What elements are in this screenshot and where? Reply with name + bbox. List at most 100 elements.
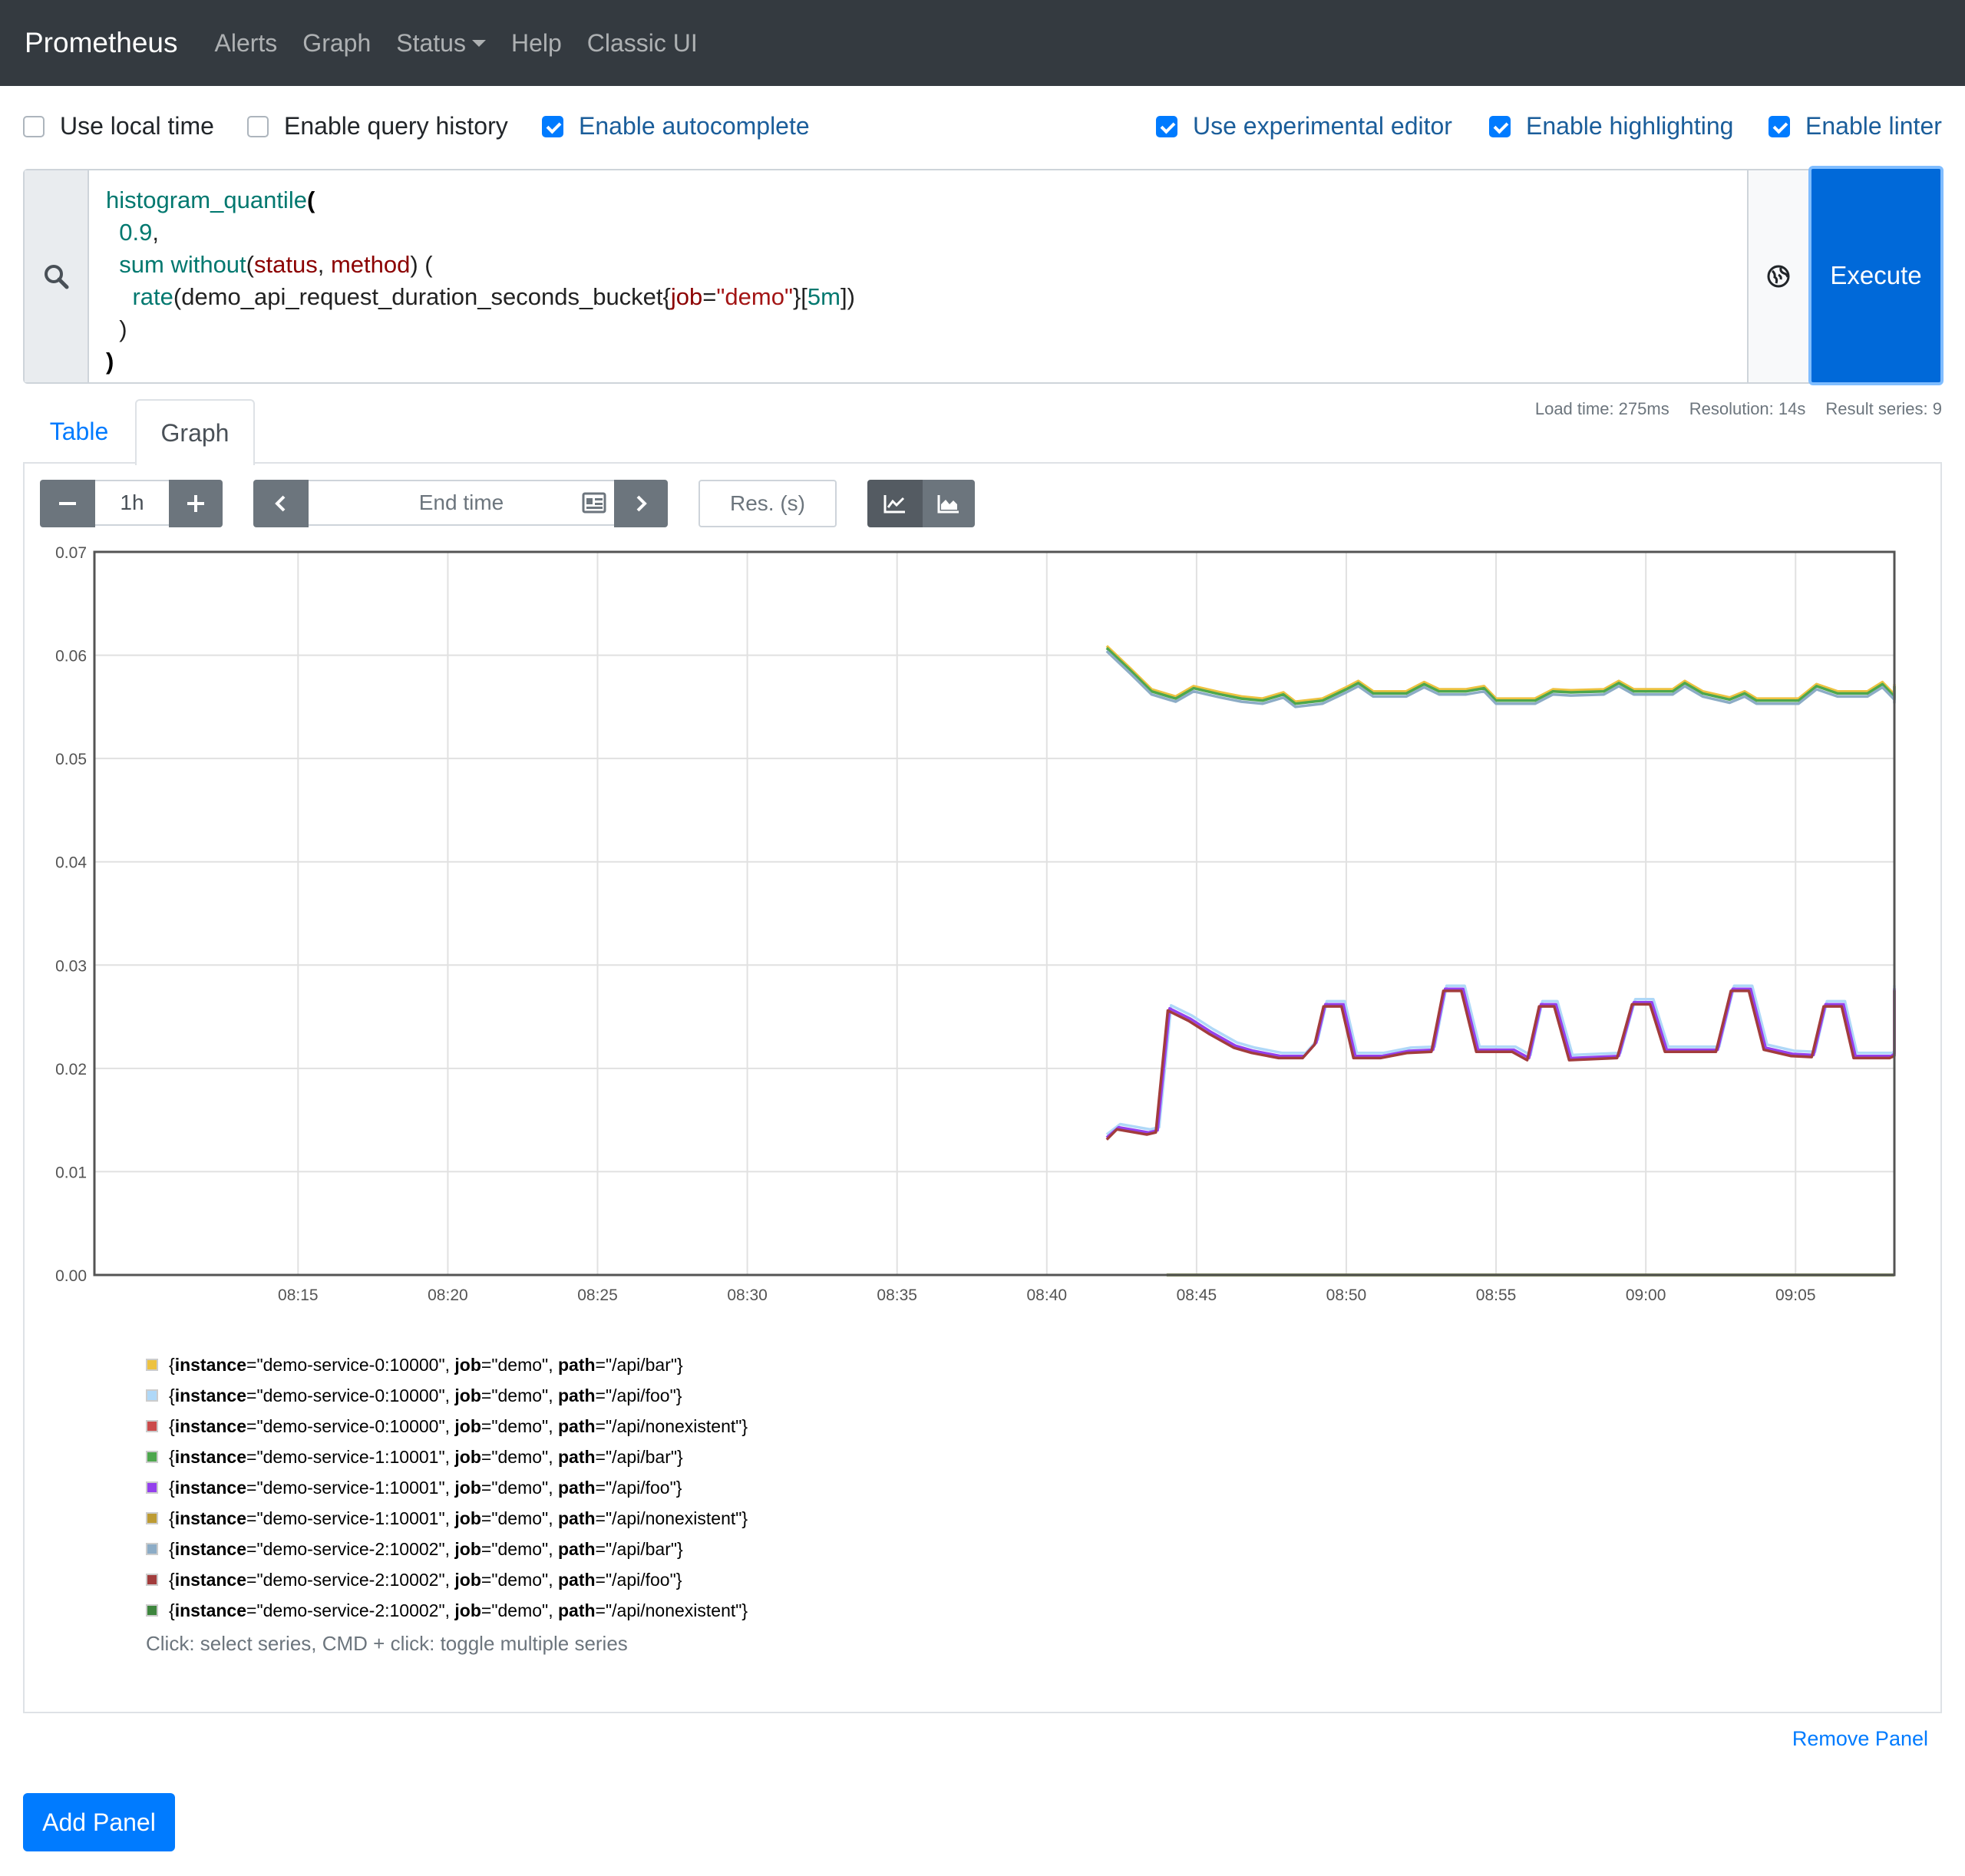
time-series-chart[interactable]: 0.00 0.01 0.02 0.03 0.04 0.05 0.06 0.07 08:15 08…: [0, 0, 1965, 1336]
x-tick-label: 08:45: [1177, 1286, 1217, 1304]
y-axis-ticks: 0.00 0.01 0.02 0.03 0.04 0.05 0.06 0.07: [55, 544, 87, 1285]
increase-range-button[interactable]: [169, 480, 223, 527]
legend-item[interactable]: {instance="demo-service-1:10001", job="d…: [146, 1442, 748, 1472]
option-enable-linter[interactable]: Enable linter: [1768, 112, 1942, 140]
remove-panel-link[interactable]: Remove Panel: [1792, 1727, 1928, 1750]
nav-classic-ui[interactable]: Classic UI: [586, 28, 698, 57]
legend-item[interactable]: {instance="demo-service-2:10002", job="d…: [146, 1564, 748, 1595]
calendar-icon[interactable]: [582, 492, 606, 514]
y-tick-label: 0.01: [55, 1164, 87, 1181]
checkbox-enable-autocomplete[interactable]: [542, 115, 563, 137]
legend-item[interactable]: {instance="demo-service-2:10002", job="d…: [146, 1534, 748, 1564]
option-enable-autocomplete[interactable]: Enable autocomplete: [542, 112, 810, 140]
y-tick-label: 0.04: [55, 854, 87, 872]
y-tick-label: 0.07: [55, 544, 87, 562]
legend-swatch: [146, 1451, 158, 1463]
chevron-down-icon: [471, 39, 486, 47]
y-tick-label: 0.05: [55, 751, 87, 768]
line-chart-icon: [883, 495, 905, 514]
minus-icon: [59, 502, 76, 505]
chevron-right-icon: [636, 495, 647, 512]
legend-item[interactable]: {instance="demo-service-2:10002", job="d…: [146, 1595, 748, 1626]
resolution-input[interactable]: Res. (s): [698, 480, 837, 527]
expression-input[interactable]: histogram_quantile( 0.9, sum without(sta…: [106, 187, 855, 375]
legend-label: {instance="demo-service-0:10000", job="d…: [169, 1354, 683, 1375]
query-stats: Load time: 275ms Resolution: 14s Result …: [1535, 399, 1942, 419]
end-time-input[interactable]: End time: [309, 480, 614, 526]
series-line: [1105, 984, 1896, 1136]
range-input[interactable]: 1h: [95, 480, 169, 526]
x-tick-label: 08:25: [577, 1286, 618, 1304]
graph-panel: [23, 462, 1942, 1713]
legend-swatch: [146, 1481, 158, 1494]
legend-label: {instance="demo-service-2:10002", job="d…: [169, 1600, 748, 1620]
legend-label: {instance="demo-service-0:10000", job="d…: [169, 1385, 682, 1405]
legend-swatch: [146, 1574, 158, 1586]
decrease-range-button[interactable]: [40, 480, 95, 527]
x-tick-label: 08:15: [278, 1286, 319, 1304]
brand-logo[interactable]: Prometheus: [25, 27, 178, 58]
stacked-graph-button[interactable]: [923, 480, 975, 527]
legend-hint: Click: select series, CMD + click: toggl…: [146, 1632, 628, 1655]
legend-swatch: [146, 1359, 158, 1371]
chart-series: [1105, 645, 1896, 1277]
chart-legend: {instance="demo-service-0:10000", job="d…: [146, 1349, 748, 1626]
x-tick-label: 08:35: [877, 1286, 917, 1304]
globe-icon: [1767, 265, 1790, 288]
label-enable-autocomplete: Enable autocomplete: [579, 112, 810, 140]
add-panel-button[interactable]: Add Panel: [23, 1793, 175, 1851]
legend-swatch: [146, 1512, 158, 1524]
nav-graph[interactable]: Graph: [302, 28, 372, 57]
y-tick-label: 0.06: [55, 648, 87, 666]
legend-label: {instance="demo-service-1:10001", job="d…: [169, 1477, 682, 1498]
load-time: Load time: 275ms: [1534, 399, 1669, 418]
tab-table[interactable]: Table: [49, 417, 109, 445]
checkbox-enable-linter[interactable]: [1768, 115, 1790, 137]
x-tick-label: 08:55: [1476, 1286, 1517, 1304]
checkbox-enable-highlighting[interactable]: [1489, 115, 1511, 137]
unstacked-graph-button[interactable]: [867, 480, 923, 527]
search-icon-area: [25, 170, 89, 382]
x-tick-label: 09:00: [1626, 1286, 1666, 1304]
option-enable-query-history[interactable]: Enable query history: [247, 112, 508, 140]
y-tick-label: 0.03: [55, 957, 87, 975]
legend-item[interactable]: {instance="demo-service-0:10000", job="d…: [146, 1411, 748, 1442]
legend-item[interactable]: {instance="demo-service-1:10001", job="d…: [146, 1503, 748, 1534]
metrics-explorer-button[interactable]: [1747, 170, 1808, 382]
plus-icon: [187, 495, 204, 512]
legend-item[interactable]: {instance="demo-service-0:10000", job="d…: [146, 1380, 748, 1411]
option-use-local-time[interactable]: Use local time: [23, 112, 214, 140]
end-time-placeholder: End time: [418, 490, 504, 514]
x-axis-ticks: 08:15 08:20 08:25 08:30 08:35 08:40 08:45 08:50…: [278, 1286, 1815, 1304]
legend-label: {instance="demo-service-2:10002", job="d…: [169, 1538, 683, 1559]
chevron-left-icon: [275, 495, 286, 512]
legend-label: {instance="demo-service-1:10001", job="d…: [169, 1446, 683, 1467]
option-use-experimental-editor[interactable]: Use experimental editor: [1156, 112, 1452, 140]
label-use-experimental-editor: Use experimental editor: [1193, 112, 1452, 140]
next-time-button[interactable]: [614, 480, 668, 527]
previous-time-button[interactable]: [253, 480, 309, 527]
nav-status-label: Status: [396, 28, 466, 57]
y-tick-label: 0.02: [55, 1061, 87, 1078]
checkbox-use-experimental-editor[interactable]: [1156, 115, 1177, 137]
y-tick-label: 0.00: [55, 1267, 87, 1285]
checkbox-use-local-time[interactable]: [23, 115, 45, 137]
nav-help[interactable]: Help: [510, 28, 562, 57]
checkbox-enable-query-history[interactable]: [247, 115, 269, 137]
series-line: [1105, 987, 1896, 1139]
legend-item[interactable]: {instance="demo-service-0:10000", job="d…: [146, 1349, 748, 1380]
legend-label: {instance="demo-service-1:10001", job="d…: [169, 1508, 748, 1528]
legend-label: {instance="demo-service-0:10000", job="d…: [169, 1415, 748, 1436]
nav-alerts[interactable]: Alerts: [214, 28, 278, 57]
option-enable-highlighting[interactable]: Enable highlighting: [1489, 112, 1733, 140]
execute-button[interactable]: Execute: [1808, 166, 1944, 385]
x-tick-label: 08:40: [1027, 1286, 1068, 1304]
navbar: Prometheus Alerts Graph Status Help Clas…: [0, 0, 1965, 86]
label-use-local-time: Use local time: [60, 112, 214, 140]
nav-status[interactable]: Status: [396, 29, 486, 58]
result-series: Result series: 9: [1825, 399, 1942, 418]
x-tick-label: 08:20: [428, 1286, 468, 1304]
tab-graph[interactable]: Graph: [135, 399, 255, 465]
x-tick-label: 09:05: [1775, 1286, 1816, 1304]
legend-item[interactable]: {instance="demo-service-1:10001", job="d…: [146, 1472, 748, 1503]
